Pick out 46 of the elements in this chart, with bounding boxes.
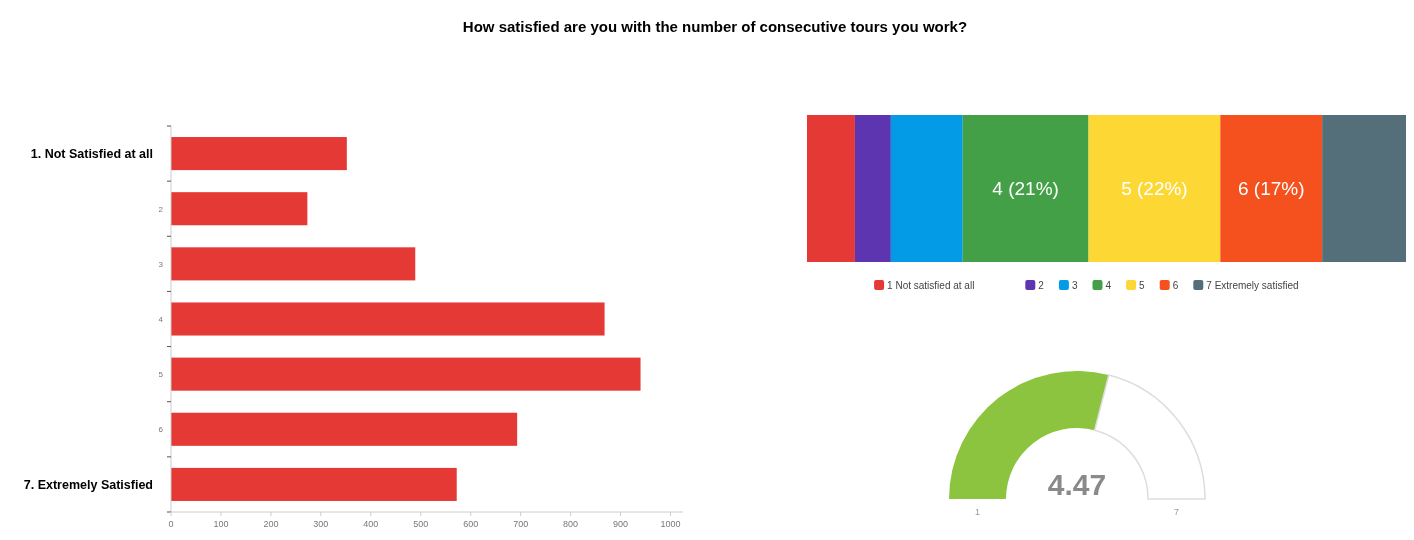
x-tick-label: 500 [413, 519, 429, 529]
bar [171, 357, 641, 391]
bar [807, 115, 855, 262]
bar [890, 115, 963, 262]
bar [1088, 115, 1221, 262]
bar [854, 115, 891, 262]
y-tick-label: 4 [158, 314, 164, 324]
legend-label: 4 [1105, 279, 1112, 291]
bar [1322, 115, 1406, 262]
bar [171, 192, 308, 226]
x-tick-label: 300 [313, 519, 329, 529]
legend-label: 1 Not satisfied at all [887, 279, 975, 291]
y-tick-label: 5 [158, 369, 164, 379]
x-tick-label: 900 [613, 519, 629, 529]
legend-label: 6 [1172, 279, 1179, 291]
x-tick-label: 1000 [660, 519, 681, 529]
y-tick-label: 6 [158, 425, 164, 435]
y-tick-label: 1. Not Satisfied at all [30, 146, 153, 161]
legend-label: 7 Extremely satisfied [1206, 279, 1299, 291]
y-tick-label: 3 [158, 259, 164, 269]
data-label: 4 (21%) [992, 178, 1059, 200]
text: 4.47 [1047, 468, 1107, 501]
x-tick-label: 200 [263, 519, 279, 529]
x-tick-label: 700 [513, 519, 529, 529]
y-tick-label: 7. Extremely Satisfied [23, 477, 153, 492]
x-tick-label: 0 [168, 519, 174, 529]
legend-label: 2 [1038, 279, 1045, 291]
x-tick-label: 100 [213, 519, 229, 529]
text: How satisfied are you with the number of consecutive tours you work? [462, 18, 968, 35]
bar [171, 302, 605, 336]
bar [171, 412, 518, 446]
bar [171, 247, 416, 281]
y-tick-label: 2 [158, 204, 164, 214]
x-tick-label: 800 [563, 519, 579, 529]
data-label: 6 (17%) [1237, 178, 1305, 200]
text: 7 [1173, 507, 1180, 517]
bar [962, 115, 1089, 262]
data-label: 5 (22%) [1121, 178, 1188, 200]
x-tick-label: 400 [363, 519, 379, 529]
text: 1 [974, 507, 981, 517]
x-tick-label: 600 [463, 519, 479, 529]
legend-label: 5 [1139, 279, 1146, 291]
bar [1220, 115, 1323, 262]
legend-label: 3 [1071, 279, 1078, 291]
bar [171, 467, 457, 501]
bar [171, 137, 347, 171]
